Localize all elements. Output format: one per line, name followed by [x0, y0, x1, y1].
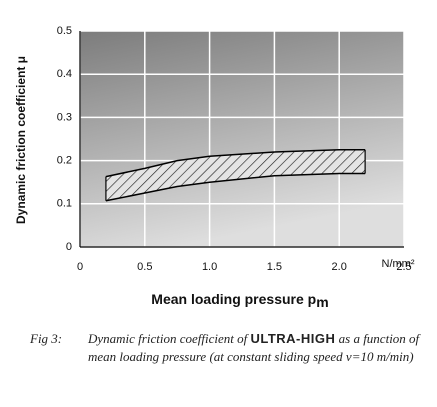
- y-tick-label: 0.2: [57, 155, 72, 167]
- caption-part: Dynamic friction coefficient of: [88, 331, 251, 346]
- y-tick-label: 0.3: [57, 111, 72, 123]
- y-tick-label: 0.5: [57, 25, 72, 37]
- caption-part: as a function of mean loading pressure (…: [88, 331, 420, 364]
- x-tick-label: 0.5: [137, 261, 152, 273]
- y-axis-title: Dynamic friction coefficient μ: [14, 56, 28, 224]
- y-tick-label: 0.1: [57, 198, 72, 210]
- x-tick-label: 1.0: [202, 261, 217, 273]
- chart: Dynamic friction coefficient μ Mean load…: [14, 25, 415, 310]
- y-tick-label: 0.4: [57, 68, 72, 80]
- x-tick-label: 1.5: [267, 261, 282, 273]
- x-axis-title: Mean loading pressure pm: [151, 291, 328, 310]
- x-axis-title-sub: m: [316, 294, 328, 310]
- y-tick-label: 0: [66, 241, 72, 253]
- x-unit: N/mm²: [382, 258, 415, 270]
- band-upper-edge: [105, 149, 366, 178]
- x-tick-label: 2.0: [332, 261, 347, 273]
- caption-label: Fig 3:: [30, 331, 63, 346]
- x-axis-title-main: Mean loading pressure p: [151, 291, 316, 307]
- x-tick-label: 0: [77, 261, 83, 273]
- caption-text: Dynamic friction coefficient of ULTRA-HI…: [88, 330, 428, 366]
- plot-background: [80, 31, 404, 247]
- x-tick-label: 2.5: [396, 261, 411, 273]
- band-lower-edge: [105, 172, 366, 202]
- caption-product: ULTRA-HIGH: [250, 331, 336, 346]
